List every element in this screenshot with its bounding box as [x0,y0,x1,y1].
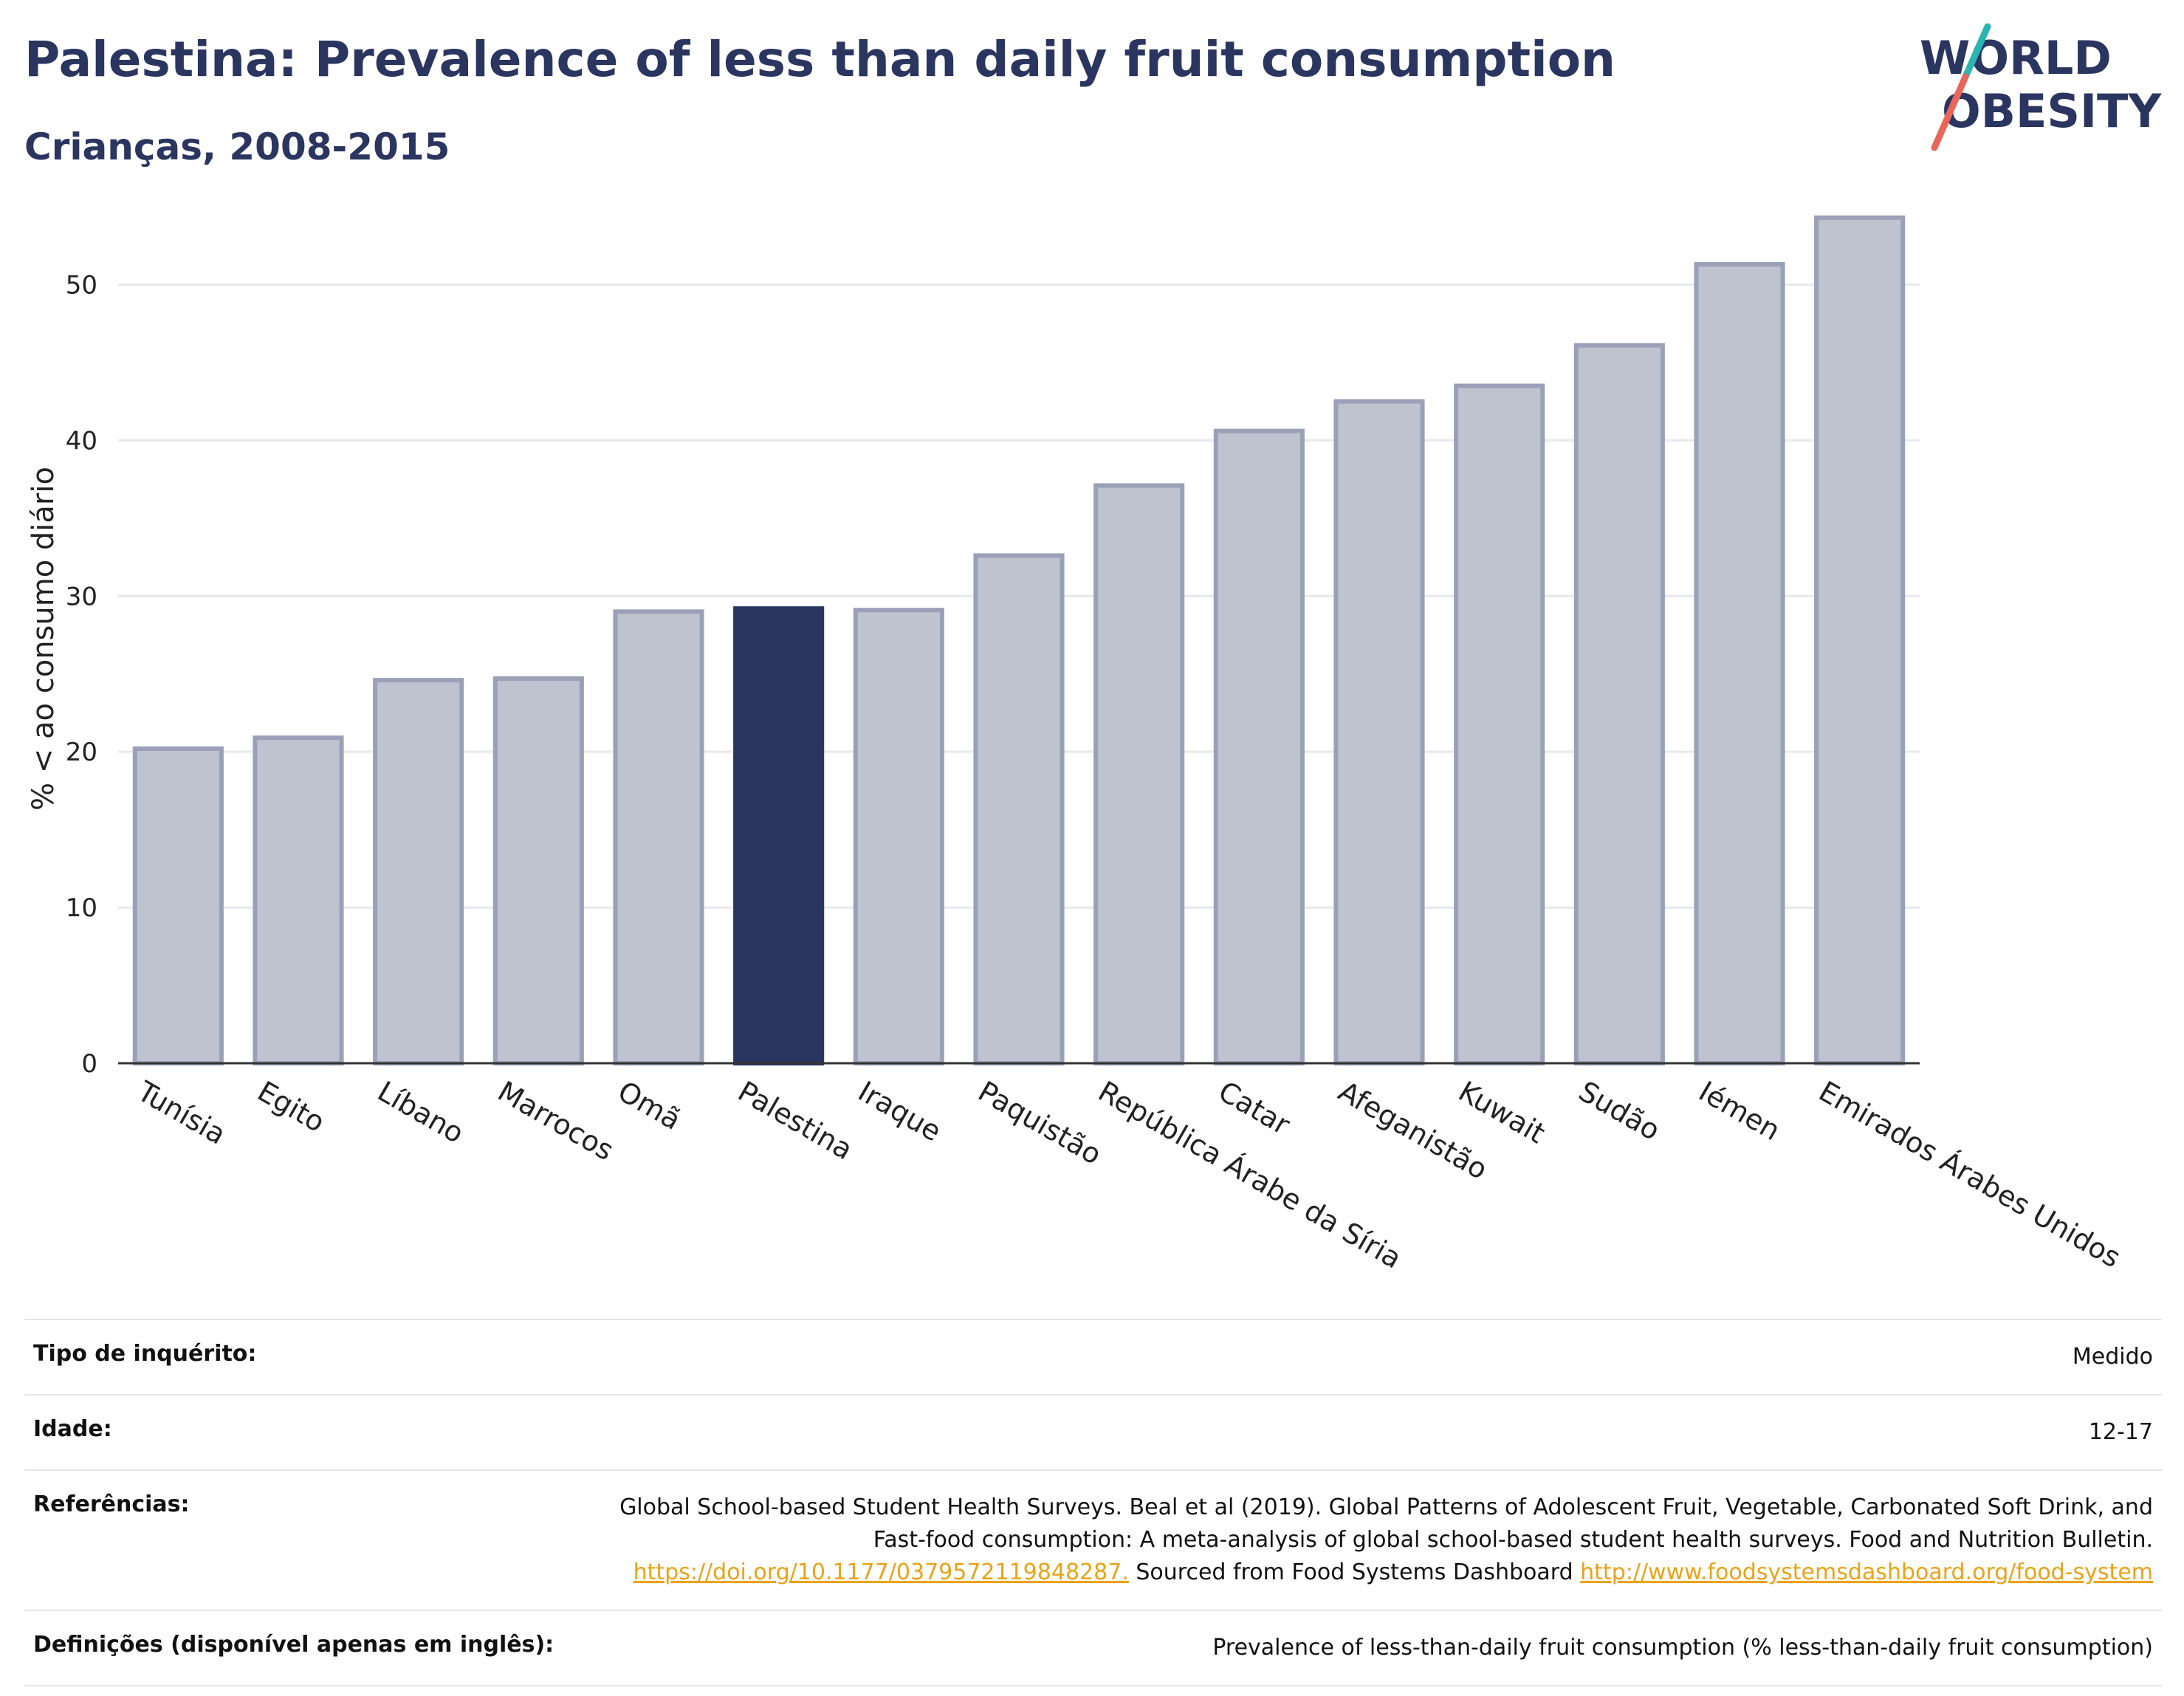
bar-marrocos[interactable] [492,676,584,1065]
info-row-survey-type: Tipo de inquérito: Medido [24,1319,2162,1394]
info-value: 12-17 [2088,1419,2153,1445]
bar-emirados-rabes-unidos[interactable] [1814,215,1906,1065]
y-tick-label: 30 [66,582,97,611]
y-tick-label: 50 [66,270,97,300]
bar-paquist-o[interactable] [973,553,1065,1065]
info-value-references: Global School-based Student Health Surve… [566,1491,2153,1589]
bar-om-[interactable] [613,609,704,1065]
info-label: Tipo de inquérito: [33,1341,257,1367]
bar-palestina[interactable] [733,606,825,1065]
info-table: Tipo de inquérito: Medido Idade: 12-17 R… [24,1319,2162,1686]
bar-kuwait[interactable] [1454,383,1545,1065]
svg-text:OBESITY: OBESITY [1942,84,2162,138]
bar-afeganist-o[interactable] [1333,399,1425,1065]
info-label: Idade: [33,1416,112,1442]
x-tick-label: Líbano [372,1075,470,1150]
bar-i-men[interactable] [1694,262,1785,1065]
info-row-age: Idade: 12-17 [24,1394,2162,1469]
bar-egito[interactable] [253,735,344,1065]
svg-text:WORLD: WORLD [1920,31,2112,85]
info-label: Definições (disponível apenas em inglês)… [33,1632,554,1658]
y-tick-label: 40 [66,426,97,456]
bar-sud-o[interactable] [1573,343,1665,1065]
x-tick-label: Palestina [732,1075,858,1167]
bar-chart: 0 10 20 30 40 50 Tunísia Egito Líbano MarrocosOmã… [27,215,2126,1275]
bar-catar[interactable] [1213,428,1305,1065]
bar-iraque[interactable] [853,608,944,1065]
x-tick-label: Kuwait [1453,1075,1551,1150]
bar-tun-sia[interactable] [132,746,224,1065]
bar-rep-blica-rabe-da-s-ria[interactable] [1093,483,1185,1065]
x-tick-label: Marrocos [492,1075,619,1167]
reference-text: Global School-based Student Health Surve… [619,1494,2153,1553]
x-tick-label: Sudão [1573,1075,1666,1147]
bar-l-bano[interactable] [373,678,464,1065]
x-tick-label: Paquistão [973,1075,1108,1171]
world-obesity-logo: WORLD OBESITY [1920,23,2162,151]
info-row-references: Referências: Global School-based Student… [24,1469,2162,1610]
y-tick-label: 0 [81,1049,97,1079]
x-tick-label: Iraque [853,1075,947,1148]
bars [132,215,1906,1065]
x-tick-label: Egito [253,1075,331,1139]
y-tick-label: 20 [66,738,97,767]
info-value: Prevalence of less-than-daily fruit cons… [1212,1635,2153,1661]
x-tick-label: Omã [613,1075,687,1136]
info-label: Referências: [33,1491,190,1517]
x-tick-label: Emirados Árabes Unidos [1813,1075,2126,1274]
x-tick-label: Tunísia [131,1074,231,1151]
page-title: Palestina: Prevalence of less than daily… [24,31,1616,88]
y-tick-label: 10 [66,893,97,923]
reference-middle-text: Sourced from Food Systems Dashboard [1128,1559,1581,1585]
doi-link[interactable]: https://doi.org/10.1177/0379572119848287… [633,1559,1129,1585]
dashboard-link[interactable]: http://www.foodsystemsdashboard.org/food… [1580,1559,2153,1585]
info-row-definitions: Definições (disponível apenas em inglês)… [24,1610,2162,1686]
y-axis-label: % < ao consumo diário [27,467,61,811]
x-tick-label: Iémen [1694,1075,1786,1147]
page-subtitle: Crianças, 2008-2015 [24,126,450,168]
info-value: Medido [2072,1344,2153,1370]
x-tick-label: Catar [1213,1075,1296,1141]
